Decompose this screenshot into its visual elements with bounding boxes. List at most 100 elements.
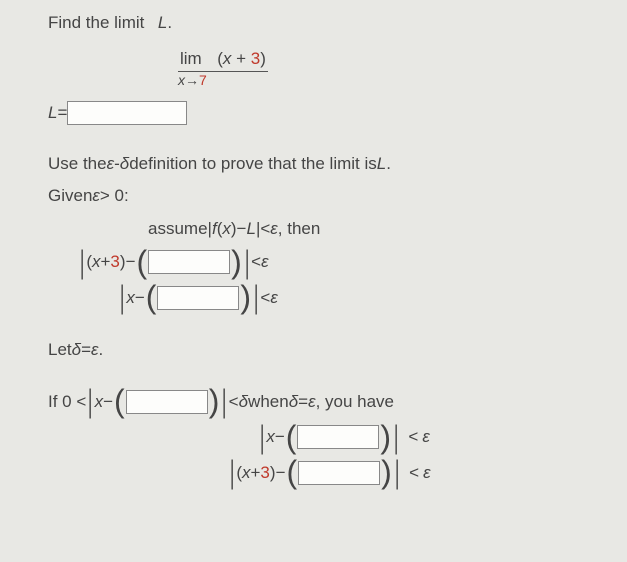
eps-1: ε xyxy=(107,153,114,175)
paren-open-1: ( xyxy=(137,250,148,276)
gt0: > 0: xyxy=(100,185,129,207)
lt-5: < xyxy=(408,426,418,448)
when: when xyxy=(248,391,289,413)
abs-open-1: | xyxy=(80,250,85,276)
paren-open-4: ( xyxy=(286,425,297,451)
eps-3: ε xyxy=(270,218,277,240)
then: , then xyxy=(278,218,321,240)
assume-line: assume |f(x) − L| < ε, then xyxy=(148,218,609,240)
delta-3: δ xyxy=(239,391,248,413)
conc2-row: | (x + 3) − ( ) | < ε xyxy=(228,460,609,486)
limit-top: lim (x + 3) xyxy=(178,48,268,72)
x2: x xyxy=(126,287,135,309)
abs-open-5: | xyxy=(230,460,235,486)
x1: x xyxy=(92,251,101,273)
paren-open-5: ( xyxy=(287,460,298,486)
lim-word: lim xyxy=(180,49,202,68)
use-def-1: Use the xyxy=(48,153,107,175)
c1: 3 xyxy=(110,251,119,273)
problem-page: Find the limit L. lim (x + 3) x→7 L = Us… xyxy=(0,0,627,562)
lt-1: < xyxy=(260,218,270,240)
paren-close-4: ) xyxy=(380,425,391,451)
delta-2: δ xyxy=(72,339,81,361)
L-var: L xyxy=(158,13,167,32)
lt-3: < xyxy=(260,287,270,309)
lt-6: < xyxy=(409,462,419,484)
conc1-row: | x − ( ) | < ε xyxy=(258,425,609,451)
abs-close-1: | xyxy=(245,250,250,276)
given-line: Given ε > 0: xyxy=(48,185,609,207)
input-step1[interactable] xyxy=(148,250,230,274)
prompt-line: Find the limit L. xyxy=(48,12,609,34)
period-2: . xyxy=(386,153,391,175)
minus-6: − xyxy=(276,462,286,484)
input-if[interactable] xyxy=(126,390,208,414)
paren-close-3: ) xyxy=(209,389,220,415)
eps-2: ε xyxy=(92,185,99,207)
abs-close-2: | xyxy=(254,285,259,311)
L-label: L xyxy=(48,102,57,124)
x5: x xyxy=(242,462,251,484)
let-line: Let δ = ε. xyxy=(48,339,609,361)
abs-open-4: | xyxy=(260,425,265,451)
L-eq: = xyxy=(57,102,67,124)
x4: x xyxy=(266,426,275,448)
plus1: + xyxy=(100,251,110,273)
abs-close-3: | xyxy=(222,389,227,415)
use-def-line: Use the ε-δ definition to prove that the… xyxy=(48,153,609,175)
paren-close-2: ) xyxy=(240,285,251,311)
eps-8: ε xyxy=(422,426,429,448)
expr-plus: + xyxy=(231,49,250,68)
lim-val: 7 xyxy=(199,72,207,88)
step2-row: | x − ( ) | < ε xyxy=(118,285,609,311)
L-var-2: L xyxy=(377,153,386,175)
minus-4: − xyxy=(103,391,113,413)
limit-bottom: x→7 xyxy=(178,71,609,89)
c5: 3 xyxy=(260,462,269,484)
xin: x xyxy=(222,218,231,240)
period: . xyxy=(167,13,172,32)
minus-3: − xyxy=(135,287,145,309)
eps-5: ε xyxy=(270,287,277,309)
paren-open-3: ( xyxy=(114,389,125,415)
minus-1: − xyxy=(237,218,247,240)
L-equals-row: L = xyxy=(48,101,609,125)
lim-var: x xyxy=(178,72,185,88)
paren-close-5: ) xyxy=(381,460,392,486)
abs-close-4: | xyxy=(394,425,399,451)
abs-open-2: | xyxy=(120,285,125,311)
eps-7: ε xyxy=(308,391,315,413)
eq-2: = xyxy=(298,391,308,413)
L-3: L xyxy=(246,218,255,240)
expr-const: 3 xyxy=(251,49,260,68)
use-def-2: definition to prove that the limit is xyxy=(129,153,377,175)
abs-close-5: | xyxy=(395,460,400,486)
period-3: . xyxy=(99,339,104,361)
given: Given xyxy=(48,185,92,207)
input-L[interactable] xyxy=(67,101,187,125)
if-line: If 0 < | x − ( ) | < δ when δ = ε , you … xyxy=(48,389,609,415)
you-have: , you have xyxy=(316,391,394,413)
abs-open-3: | xyxy=(88,389,93,415)
assume: assume xyxy=(148,218,208,240)
lt-4: < xyxy=(229,391,239,413)
limit-expression: lim (x + 3) x→7 xyxy=(178,48,609,89)
delta-4: δ xyxy=(289,391,298,413)
lim-arrow: → xyxy=(185,72,199,88)
expr-close: ) xyxy=(260,49,266,68)
find-limit-text: Find the limit xyxy=(48,13,144,32)
paren-open-2: ( xyxy=(146,285,157,311)
minus-2: − xyxy=(126,251,136,273)
paren-close-1: ) xyxy=(231,250,242,276)
input-step2[interactable] xyxy=(157,286,239,310)
step1-row: | (x + 3) − ( ) | < ε xyxy=(78,250,609,276)
let: Let xyxy=(48,339,72,361)
eq-1: = xyxy=(81,339,91,361)
plus5: + xyxy=(250,462,260,484)
input-conc1[interactable] xyxy=(297,425,379,449)
lt-2: < xyxy=(251,251,261,273)
delta-1: δ xyxy=(120,153,129,175)
x3: x xyxy=(95,391,104,413)
input-conc2[interactable] xyxy=(298,461,380,485)
eps-9: ε xyxy=(423,462,430,484)
